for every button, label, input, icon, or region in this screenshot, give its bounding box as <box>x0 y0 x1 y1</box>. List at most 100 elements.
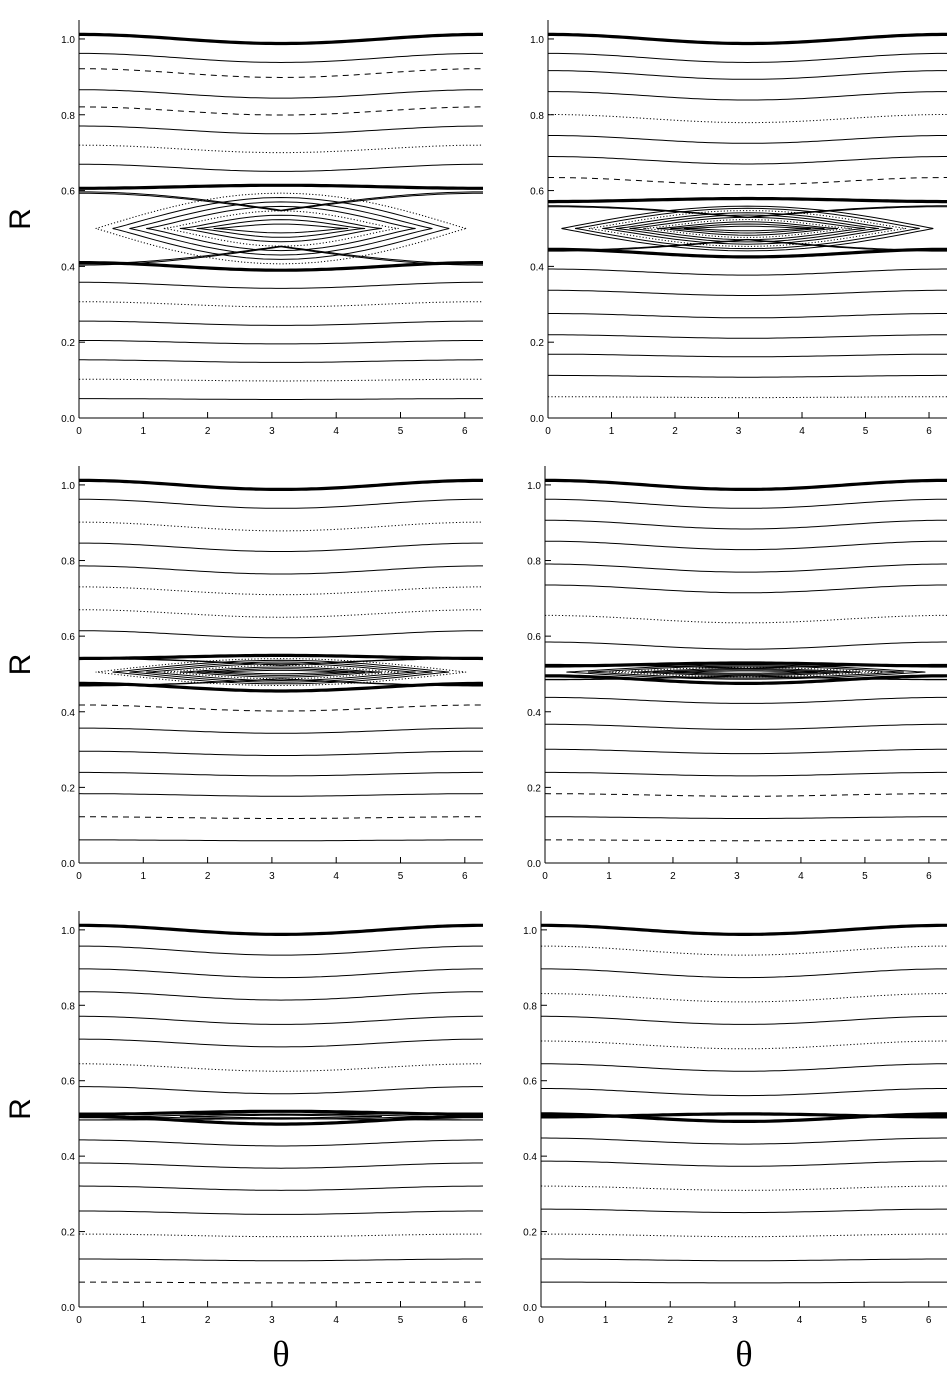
y-tick-label: 0.2 <box>61 1228 75 1239</box>
x-tick-label: 0 <box>76 426 82 437</box>
flux-line <box>548 334 947 339</box>
flux-line <box>79 498 483 509</box>
x-tick-label: 5 <box>398 426 404 437</box>
x-tick-label: 2 <box>205 426 211 437</box>
flux-line <box>541 1208 947 1214</box>
x-tick-label: 0 <box>545 426 551 437</box>
panel-middle-left: 0.0 0.2 0.4 0.6 0.8 1.0 0 1 2 3 4 5 6 R <box>4 466 484 882</box>
plot-area-top-left <box>78 32 484 400</box>
y-tick-label: 0.6 <box>61 1077 75 1088</box>
island-contour <box>588 210 907 247</box>
flux-line <box>79 750 483 756</box>
flux-line <box>79 1063 483 1072</box>
flux-line <box>79 968 483 979</box>
x-tick-label: 0 <box>76 1315 82 1326</box>
y-tick-label: 0.2 <box>523 1228 537 1239</box>
flux-line <box>548 268 947 276</box>
flux-line <box>548 114 947 124</box>
flux-line <box>79 301 483 308</box>
y-tick-label: 1.0 <box>61 926 75 937</box>
island-open-contour <box>79 245 483 265</box>
y-tick-label: 0.4 <box>530 262 544 273</box>
plot-area-middle-left <box>78 478 484 842</box>
y-tick-label: 0.2 <box>61 338 75 349</box>
flux-line <box>79 542 483 552</box>
flux-line <box>545 748 947 755</box>
flux-line <box>545 614 947 624</box>
y-tick-label: 0.4 <box>61 1152 75 1163</box>
x-tick-label: 1 <box>603 1315 609 1326</box>
panel-middle-right: 0.0 0.2 0.4 0.6 0.8 1.0 0 1 2 3 4 5 6 <box>527 466 947 882</box>
flux-line <box>545 816 947 819</box>
y-tick-label: 0.6 <box>61 632 75 643</box>
island-open-contour <box>79 1117 483 1121</box>
flux-line <box>545 723 947 730</box>
x-tick-label: 6 <box>462 871 468 882</box>
y-tick-label: 0.8 <box>61 1001 75 1012</box>
x-tick-label: 4 <box>333 1315 339 1326</box>
island-open-contour <box>79 246 483 266</box>
plot-area-middle-right <box>544 478 947 842</box>
island-contour <box>179 1114 382 1119</box>
x-tick-label: 0 <box>538 1315 544 1326</box>
y-tick-label: 0.6 <box>61 187 75 198</box>
y-tick-label: 0.8 <box>527 557 541 568</box>
flux-line <box>545 839 947 842</box>
y-tick-label: 0.0 <box>61 1303 75 1314</box>
flux-line <box>79 1162 483 1169</box>
y-tick-label: 1.0 <box>530 35 544 46</box>
flux-line <box>541 1015 947 1025</box>
x-tick-label: 3 <box>732 1315 738 1326</box>
flux-line <box>540 993 947 1003</box>
flux-line <box>545 584 947 594</box>
y-tick-label: 1.0 <box>527 481 541 492</box>
panel-top-right: 0.0 0.2 0.4 0.6 0.8 1.0 0 1 2 3 4 5 6 <box>530 20 947 437</box>
flux-line <box>78 1233 484 1238</box>
flux-line <box>541 1137 947 1145</box>
y-tick-label: 0.6 <box>523 1077 537 1088</box>
x-tick-label: 4 <box>333 871 339 882</box>
flux-line <box>544 793 947 797</box>
island-contour <box>615 214 879 243</box>
bold-flux-line-outer <box>548 32 947 46</box>
island-contour <box>652 669 840 675</box>
island-open-contour <box>79 1112 483 1116</box>
flux-line <box>541 945 947 956</box>
flux-line <box>545 771 947 777</box>
flux-line <box>79 1281 483 1284</box>
flux-line <box>79 281 483 289</box>
island-contour <box>112 196 450 260</box>
flux-line <box>79 52 483 64</box>
y-tick-label: 0.8 <box>530 111 544 122</box>
x-tick-label: 2 <box>670 871 676 882</box>
x-tick-label: 1 <box>141 871 147 882</box>
flux-line <box>541 1258 947 1262</box>
flux-line <box>540 1233 947 1238</box>
flux-line <box>79 816 483 819</box>
flux-line <box>548 374 947 378</box>
island-contour <box>129 201 433 256</box>
y-tick-label: 0.4 <box>61 262 75 273</box>
flux-line <box>79 106 483 116</box>
x-tick-label: 5 <box>398 871 404 882</box>
island-open-contour <box>545 675 947 681</box>
y-tick-label: 1.0 <box>61 481 75 492</box>
flux-line <box>548 289 947 296</box>
y-tick-label: 0.0 <box>527 859 541 870</box>
flux-line <box>78 144 484 154</box>
island-contour <box>129 661 433 683</box>
bold-separatrix-lower <box>541 1112 947 1123</box>
flux-line <box>541 968 947 979</box>
flux-line <box>79 1210 483 1215</box>
x-tick-label: 5 <box>862 871 868 882</box>
y-tick-label: 1.0 <box>61 35 75 46</box>
island-contour <box>631 667 861 677</box>
plot-area-top-right <box>548 32 947 399</box>
flux-line <box>548 70 947 80</box>
flux-line <box>545 641 947 650</box>
island-contour <box>561 205 934 252</box>
flux-line <box>79 630 483 639</box>
flux-line <box>79 1038 483 1048</box>
flux-line <box>79 1139 483 1147</box>
